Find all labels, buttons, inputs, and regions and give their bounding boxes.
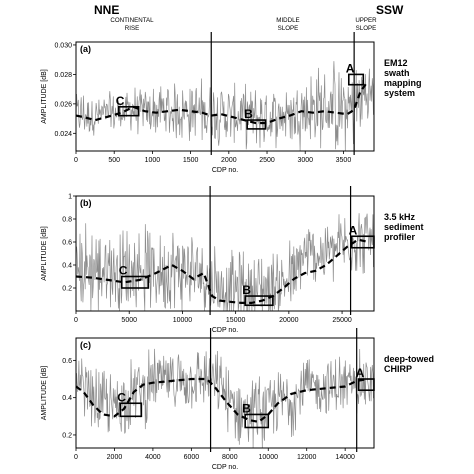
y-axis-label: AMPLITUDE [dB] <box>41 69 48 124</box>
sample-box-label: B <box>244 107 253 121</box>
y-tick-label: 0.6 <box>62 240 72 247</box>
system-annotation: EM12 <box>384 58 408 68</box>
sample-box-label: A <box>356 366 365 380</box>
y-axis-label: AMPLITUDE [dB] <box>41 366 48 421</box>
plot-frame <box>75 195 375 312</box>
y-tick-label: 0.026 <box>54 101 72 108</box>
panel-label: (b) <box>80 198 92 208</box>
y-tick-label: 0.2 <box>62 432 72 439</box>
panel-2: C B A 0 2000 4000 6000 8000 10000 12000 14000 0.2 0.… <box>41 328 434 471</box>
region-label: CONTINENTAL <box>110 17 154 24</box>
system-annotation: sediment <box>384 222 424 232</box>
plot-frame <box>75 337 375 449</box>
x-tick-label: 10000 <box>173 317 193 324</box>
region-label: UPPER <box>355 17 377 24</box>
system-annotation: mapping <box>384 78 422 88</box>
y-tick-label: 0.028 <box>54 72 72 79</box>
x-tick-label: 8000 <box>222 454 238 461</box>
x-axis-label: CDP no. <box>212 464 238 471</box>
y-tick-label: 1 <box>68 194 72 201</box>
x-tick-label: 2000 <box>107 454 123 461</box>
panel-label: (c) <box>80 340 91 350</box>
region-label: RISE <box>125 25 139 32</box>
x-tick-label: 25000 <box>332 317 352 324</box>
system-annotation: system <box>384 88 415 98</box>
sample-box-a <box>350 235 375 249</box>
sample-box-label: A <box>346 61 355 75</box>
y-tick-label: 0.6 <box>62 358 72 365</box>
panel-label: (a) <box>80 44 91 54</box>
x-tick-label: 10000 <box>259 454 279 461</box>
sample-box-label: C <box>119 264 128 278</box>
x-tick-label: 6000 <box>184 454 200 461</box>
system-annotation: profiler <box>384 232 416 242</box>
region-label: SLOPE <box>278 25 299 32</box>
sample-box-label: C <box>116 94 125 108</box>
x-axis-label: CDP no. <box>212 327 238 334</box>
panel-1: C B A 0 5000 10000 15000 20000 25000 0.2 0.4 0.6 0.8… <box>41 186 424 334</box>
x-tick-label: 500 <box>108 157 120 164</box>
sample-box-c <box>120 275 150 289</box>
x-tick-label: 2000 <box>221 157 237 164</box>
panel-0: C B A 0 500 1000 1500 2000 2500 3000 3500 0.024 0.02… <box>41 32 422 174</box>
x-tick-label: 1000 <box>145 157 161 164</box>
y-axis-label: AMPLITUDE [dB] <box>41 226 48 281</box>
sample-box-label: B <box>242 401 251 415</box>
header-ssw: SSW <box>376 3 404 17</box>
y-tick-label: 0.8 <box>62 217 72 224</box>
sample-box-a <box>347 73 365 86</box>
x-tick-label: 1500 <box>183 157 199 164</box>
system-annotation: swath <box>384 68 410 78</box>
x-axis-label: CDP no. <box>212 167 238 174</box>
sample-box-b <box>244 295 274 307</box>
sample-box-c <box>119 402 143 418</box>
system-annotation: deep-towed <box>384 354 434 364</box>
trend-line <box>75 238 369 304</box>
region-label: SLOPE <box>356 25 377 32</box>
y-tick-label: 0.024 <box>54 131 72 138</box>
trend-line <box>75 82 368 125</box>
region-label: MIDDLE <box>276 17 299 24</box>
sample-box-a <box>357 378 375 392</box>
x-tick-label: 5000 <box>121 317 137 324</box>
sample-box-label: A <box>349 223 358 237</box>
raw-signal-line <box>75 61 375 152</box>
system-annotation: CHIRP <box>384 364 412 374</box>
x-tick-label: 12000 <box>297 454 317 461</box>
system-annotation: 3.5 kHz <box>384 212 416 222</box>
x-tick-label: 20000 <box>279 317 299 324</box>
y-tick-label: 0.4 <box>62 263 72 270</box>
x-tick-label: 4000 <box>145 454 161 461</box>
sample-box-b <box>246 119 267 130</box>
x-tick-label: 3500 <box>336 157 352 164</box>
sample-box-c <box>117 106 140 117</box>
sample-box-b <box>244 413 270 429</box>
x-tick-label: 2500 <box>259 157 275 164</box>
y-tick-label: 0.4 <box>62 395 72 402</box>
x-tick-label: 14000 <box>335 454 355 461</box>
header-nne: NNE <box>94 3 119 17</box>
x-tick-label: 0 <box>74 157 78 164</box>
sample-box-label: B <box>242 283 251 297</box>
x-tick-label: 0 <box>74 317 78 324</box>
plot-frame <box>75 41 375 152</box>
x-tick-label: 0 <box>74 454 78 461</box>
x-tick-label: 15000 <box>226 317 246 324</box>
x-tick-label: 3000 <box>297 157 313 164</box>
sample-box-label: C <box>117 390 126 404</box>
y-tick-label: 0.2 <box>62 286 72 293</box>
trend-line <box>75 377 369 424</box>
y-tick-label: 0.030 <box>54 42 72 49</box>
